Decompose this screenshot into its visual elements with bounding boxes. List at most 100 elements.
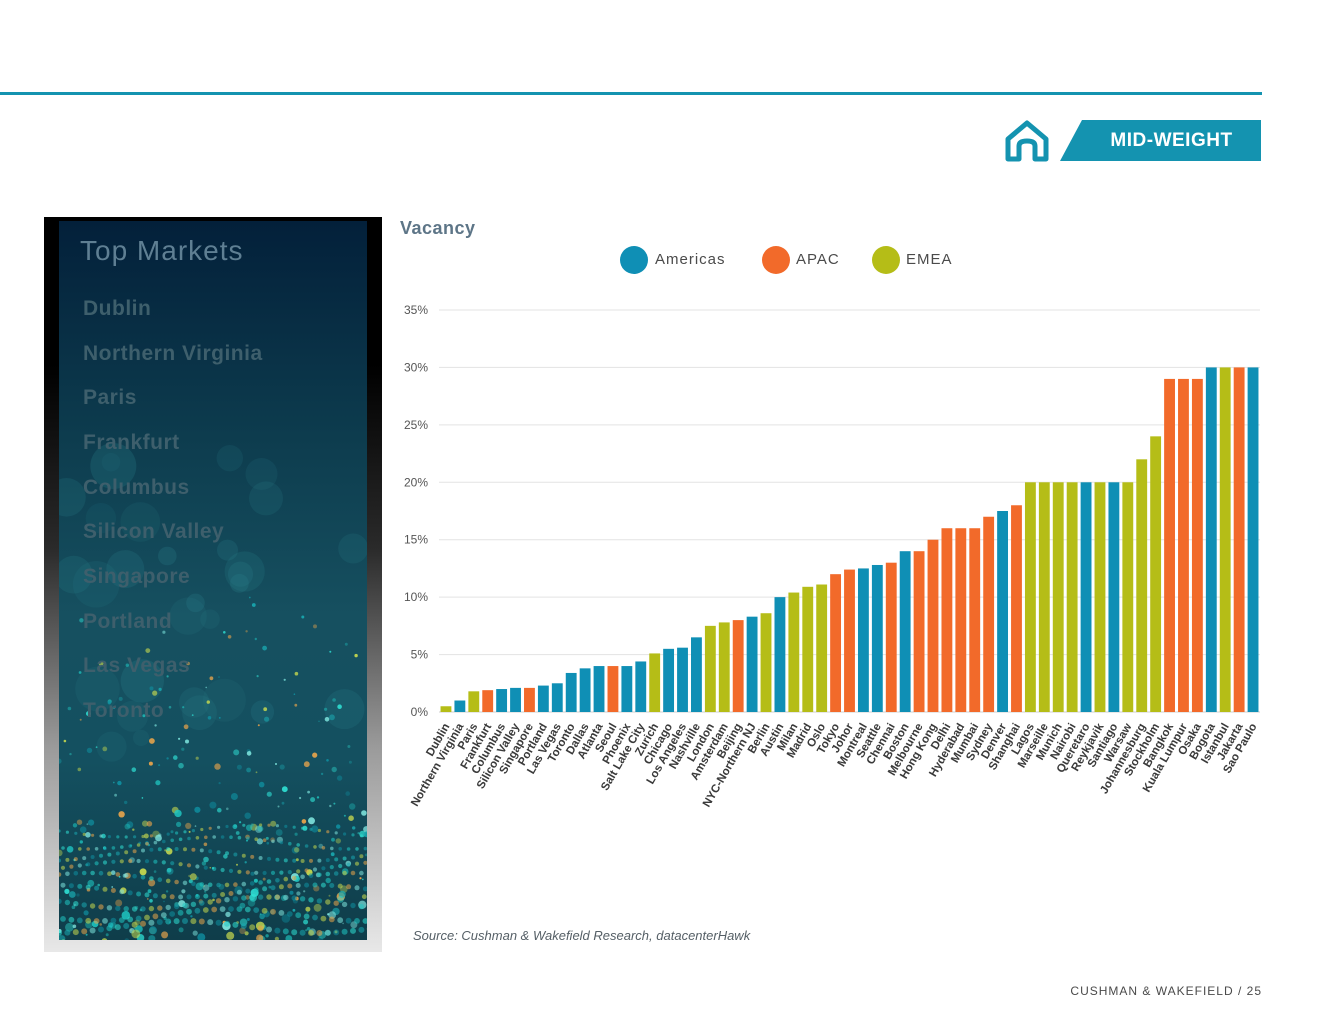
particle xyxy=(295,883,301,888)
particle xyxy=(223,631,226,634)
particle xyxy=(135,915,142,922)
particle xyxy=(149,686,154,691)
particle xyxy=(106,905,113,911)
particle xyxy=(166,675,169,678)
particle xyxy=(224,897,230,903)
particle xyxy=(190,915,193,918)
market-item: Northern Virginia xyxy=(83,342,263,365)
particle xyxy=(292,858,297,863)
bar xyxy=(1108,482,1120,712)
legend-swatch xyxy=(620,246,648,274)
particle xyxy=(155,780,161,786)
particle xyxy=(218,717,221,719)
particle xyxy=(331,766,337,773)
particle xyxy=(144,859,150,864)
particle xyxy=(324,707,328,711)
particle xyxy=(59,849,63,857)
bar xyxy=(927,539,939,712)
bar xyxy=(969,528,981,712)
particle xyxy=(178,737,181,740)
particle xyxy=(175,831,179,835)
particle xyxy=(101,938,108,940)
particle xyxy=(292,908,296,912)
particle xyxy=(266,791,272,797)
particle xyxy=(69,752,72,756)
particle xyxy=(170,838,174,843)
particle xyxy=(330,846,334,851)
particle xyxy=(283,858,288,863)
particle xyxy=(115,905,121,912)
particle xyxy=(81,902,87,908)
particle xyxy=(90,870,95,876)
particle xyxy=(123,923,130,929)
particle xyxy=(359,877,362,880)
particle xyxy=(61,846,65,850)
particle xyxy=(128,844,132,848)
particle xyxy=(199,882,205,887)
bar xyxy=(1052,482,1064,712)
particle xyxy=(253,907,260,913)
particle xyxy=(225,911,231,918)
particle xyxy=(227,635,232,639)
particle xyxy=(228,906,234,912)
particle xyxy=(359,834,363,838)
particle xyxy=(312,882,318,888)
bar xyxy=(496,689,508,712)
particle xyxy=(132,849,137,854)
particle xyxy=(160,912,167,918)
bar xyxy=(524,687,535,712)
bar xyxy=(1024,482,1036,712)
particle xyxy=(72,929,79,936)
particle xyxy=(140,906,146,912)
particle xyxy=(91,833,95,837)
particle xyxy=(266,879,272,884)
bar xyxy=(482,690,494,712)
particle xyxy=(351,855,355,860)
particle xyxy=(157,905,163,911)
particle xyxy=(225,851,229,856)
particle xyxy=(152,690,158,696)
bar xyxy=(802,586,814,712)
particle xyxy=(257,825,264,832)
particle xyxy=(178,762,184,769)
particle xyxy=(173,903,180,910)
particle xyxy=(156,919,163,925)
bar xyxy=(885,562,897,712)
particle xyxy=(152,913,159,920)
particle xyxy=(343,832,347,836)
particle xyxy=(350,902,356,909)
particle xyxy=(351,833,355,837)
particle xyxy=(265,934,269,938)
particle xyxy=(244,906,251,913)
particle xyxy=(78,671,82,674)
particle xyxy=(317,858,322,863)
particle xyxy=(124,938,130,940)
header-rule xyxy=(0,92,1262,95)
particle xyxy=(207,899,213,905)
particle xyxy=(317,828,321,833)
particle xyxy=(230,793,238,800)
particle xyxy=(99,923,102,926)
particle xyxy=(343,814,346,817)
particle xyxy=(296,843,300,847)
particle xyxy=(102,860,108,865)
particle xyxy=(262,838,267,842)
particle xyxy=(102,918,108,924)
particle xyxy=(233,749,240,756)
particle xyxy=(117,780,122,786)
particle xyxy=(157,877,163,882)
particle xyxy=(230,573,249,593)
particle xyxy=(90,443,137,489)
bar xyxy=(774,597,786,712)
particle xyxy=(141,834,145,839)
particle xyxy=(185,739,189,744)
particle xyxy=(142,714,146,718)
particle xyxy=(72,561,120,608)
particle xyxy=(337,704,342,709)
particle xyxy=(329,865,334,870)
bar xyxy=(1247,367,1259,712)
particle xyxy=(283,678,286,681)
bar xyxy=(649,653,661,712)
particle xyxy=(110,917,117,924)
particle xyxy=(158,546,177,566)
